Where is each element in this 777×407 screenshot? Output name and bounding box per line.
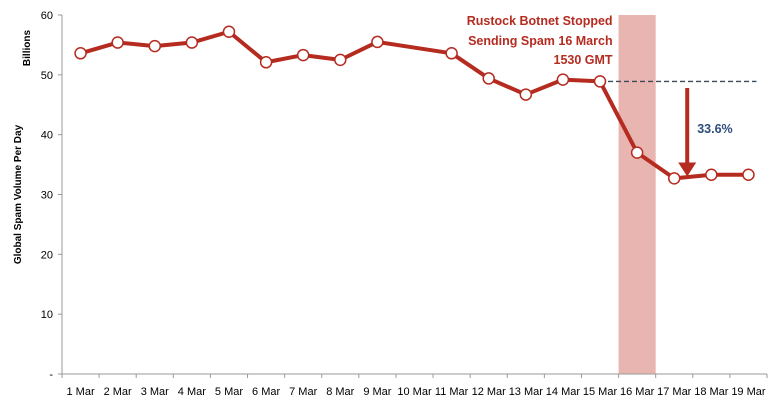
x-tick-label: 14 Mar [546, 386, 581, 398]
data-point [334, 53, 347, 67]
data-point [630, 146, 644, 159]
data-point [259, 56, 273, 69]
x-tick-label: 6 Mar [252, 386, 280, 398]
x-tick-label: 16 Mar [620, 386, 655, 398]
data-point [742, 168, 755, 182]
data-point [296, 48, 310, 62]
plot-background [62, 15, 767, 374]
data-point [556, 73, 570, 86]
annotation-line-2: Sending Spam 16 March [468, 34, 612, 48]
data-point [111, 36, 124, 49]
y-tick-label: 60 [41, 10, 53, 22]
annotation-line-1: Rustock Botnet Stopped [467, 14, 613, 28]
drop-percentage-label: 33.6% [697, 122, 732, 136]
data-point [667, 172, 681, 185]
y-tick-label: 40 [41, 130, 53, 142]
y-tick-label: - [49, 369, 53, 381]
plot-area [62, 15, 767, 374]
x-tick-label: 13 Mar [509, 386, 544, 398]
data-point [593, 75, 607, 88]
x-tick-label: 9 Mar [363, 386, 391, 398]
y-tick-label: 10 [41, 309, 53, 321]
y-tick-label: 20 [41, 249, 53, 261]
x-tick-label: 1 Mar [66, 386, 94, 398]
drop-arrow-head [678, 162, 697, 177]
data-point [482, 72, 495, 85]
x-tick-label: 5 Mar [215, 386, 243, 398]
x-tick-label: 11 Mar [435, 386, 469, 398]
x-tick-label: 18 Mar [694, 386, 729, 398]
data-point [705, 168, 718, 182]
data-point [222, 25, 236, 39]
y-axis-label: Global Spam Volume Per Day [13, 124, 24, 264]
x-tick-label: 4 Mar [178, 386, 206, 398]
x-tick-label: 19 Mar [731, 386, 766, 398]
x-tick-label: 17 Mar [657, 386, 692, 398]
y-tick-label: 30 [41, 190, 53, 202]
x-tick-label: 2 Mar [104, 386, 132, 398]
data-point [74, 47, 87, 60]
data-point [185, 36, 199, 49]
highlight-band [618, 15, 656, 374]
y-axis-unit: Billions [22, 30, 33, 67]
x-tick-label: 10 Mar [397, 386, 432, 398]
x-tick-label: 3 Mar [141, 386, 169, 398]
data-point [371, 35, 384, 49]
x-tick-label: 12 Mar [472, 386, 507, 398]
data-point [148, 39, 162, 53]
data-point [519, 88, 533, 101]
x-tick-label: 8 Mar [326, 386, 354, 398]
x-tick-label: 7 Mar [289, 386, 317, 398]
data-point [445, 47, 458, 60]
x-tick-label: 15 Mar [583, 386, 618, 398]
annotation-line-3: 1530 GMT [554, 53, 613, 67]
y-tick-label: 50 [41, 70, 53, 82]
